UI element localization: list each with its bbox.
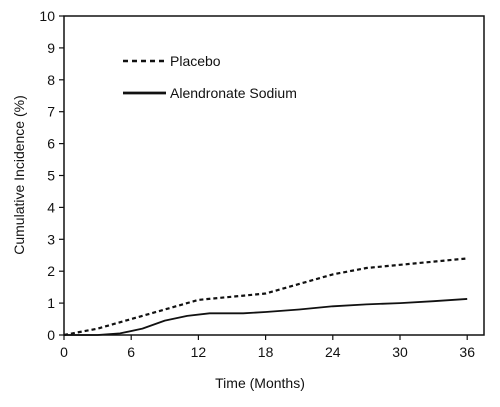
y-axis-ticks: 0 1 2 3 4 5 6 7 8 9 10 bbox=[39, 8, 64, 343]
y-tick-label: 4 bbox=[47, 199, 55, 215]
series-layer bbox=[63, 257, 468, 337]
y-tick-label: 7 bbox=[47, 104, 55, 120]
series-line-placebo bbox=[63, 257, 468, 337]
legend-label: Placebo bbox=[170, 53, 221, 69]
y-tick-label: 1 bbox=[47, 295, 55, 311]
x-tick-label: 30 bbox=[392, 344, 408, 360]
legend: Placebo Alendronate Sodium bbox=[123, 53, 297, 101]
y-tick-label: 3 bbox=[47, 231, 55, 247]
x-axis-title: Time (Months) bbox=[215, 375, 305, 391]
x-tick-label: 0 bbox=[60, 344, 68, 360]
y-axis-title: Cumulative Incidence (%) bbox=[11, 95, 27, 255]
y-tick-label: 2 bbox=[47, 263, 55, 279]
series-line-alendronate-sodium bbox=[64, 298, 468, 336]
x-tick-label: 36 bbox=[459, 344, 475, 360]
x-axis-ticks: 0 6 12 18 24 30 36 bbox=[60, 335, 475, 360]
y-tick-label: 6 bbox=[47, 136, 55, 152]
x-tick-label: 24 bbox=[325, 344, 341, 360]
x-tick-label: 12 bbox=[191, 344, 207, 360]
y-tick-label: 0 bbox=[47, 327, 55, 343]
plot-area-border bbox=[63, 15, 485, 336]
x-tick-label: 6 bbox=[127, 344, 135, 360]
x-tick-label: 18 bbox=[258, 344, 274, 360]
plot-frame bbox=[63, 15, 485, 336]
y-tick-label: 5 bbox=[47, 168, 55, 184]
y-tick-label: 10 bbox=[39, 8, 55, 24]
y-tick-label: 8 bbox=[47, 72, 55, 88]
legend-label: Alendronate Sodium bbox=[170, 85, 297, 101]
y-tick-label: 9 bbox=[47, 40, 55, 56]
